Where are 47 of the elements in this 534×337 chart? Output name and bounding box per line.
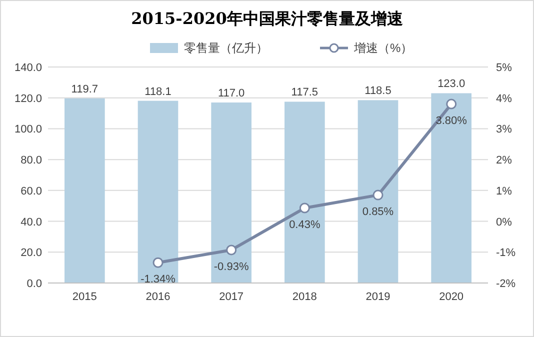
x-tick-label: 2017 bbox=[219, 291, 244, 303]
data-label: 3.80% bbox=[436, 115, 468, 128]
y2-tick-label: -2% bbox=[496, 278, 516, 290]
bar bbox=[358, 100, 398, 283]
point bbox=[152, 257, 164, 268]
y2-tick-label: 1% bbox=[496, 185, 512, 198]
chart-title: 2015-2020年中国果汁零售量及增速 bbox=[131, 9, 404, 28]
y-tick-label: 20.0 bbox=[20, 247, 42, 260]
point bbox=[299, 202, 310, 214]
y-tick-label: 100.0 bbox=[14, 124, 42, 136]
data-label: -1.34% bbox=[140, 274, 176, 286]
data-label: 118.1 bbox=[144, 86, 172, 98]
legend-label: 零售量（亿升） bbox=[184, 41, 268, 55]
point bbox=[446, 98, 457, 110]
bar bbox=[64, 98, 105, 283]
y2-tick-label: 3% bbox=[496, 124, 512, 136]
y-tick-label: 60.0 bbox=[20, 185, 42, 198]
x-tick-label: 2020 bbox=[439, 291, 464, 303]
x-tick-label: 2018 bbox=[292, 291, 317, 303]
x-tick-label: 2016 bbox=[146, 291, 170, 303]
y2-tick-label: 2% bbox=[496, 154, 512, 167]
x-tick-label: 2019 bbox=[366, 291, 390, 303]
y-tick-label: 0.0 bbox=[26, 278, 42, 290]
bar bbox=[284, 102, 325, 283]
y2-tick-label: 5% bbox=[496, 62, 512, 74]
bar bbox=[211, 102, 252, 283]
y2-tick-label: 0% bbox=[496, 216, 512, 228]
y-tick-label: 40.0 bbox=[20, 216, 42, 228]
data-label: -0.93% bbox=[214, 260, 249, 273]
y-tick-label: 120.0 bbox=[14, 92, 42, 105]
data-label: 0.85% bbox=[362, 206, 394, 218]
x-tick-label: 2015 bbox=[72, 291, 97, 303]
point bbox=[226, 244, 237, 256]
data-label: 0.43% bbox=[289, 219, 320, 232]
bar bbox=[138, 100, 178, 283]
data-label: 117.5 bbox=[291, 86, 318, 99]
y2-tick-label: 4% bbox=[496, 92, 512, 105]
legend-label: 增速（%） bbox=[353, 41, 413, 55]
y-tick-label: 80.0 bbox=[20, 154, 42, 167]
point bbox=[372, 190, 384, 200]
bar bbox=[431, 93, 472, 283]
data-label: 123.0 bbox=[438, 78, 466, 90]
data-label: 119.7 bbox=[71, 83, 98, 96]
data-label: 117.0 bbox=[218, 87, 245, 100]
data-label: 118.5 bbox=[364, 85, 392, 98]
y2-tick-label: -1% bbox=[496, 247, 516, 260]
y-tick-label: 140.0 bbox=[14, 62, 42, 74]
